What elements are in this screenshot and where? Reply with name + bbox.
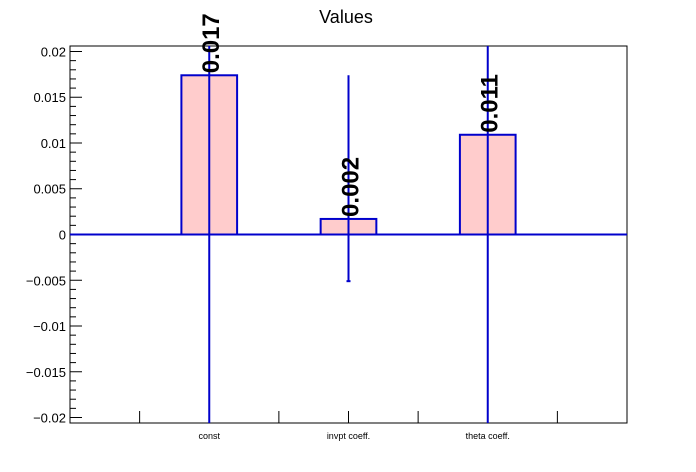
y-tick-label: 0.01: [41, 136, 66, 151]
x-category-label: const: [198, 431, 220, 441]
y-tick-label: −0.005: [26, 273, 66, 288]
bar-value-label: 0.017: [198, 13, 225, 73]
bar-value-label: 0.011: [477, 74, 504, 133]
y-tick-label: −0.01: [33, 319, 66, 334]
y-tick-label: 0.015: [33, 90, 66, 105]
y-tick-label: 0.02: [41, 44, 66, 59]
y-tick-label: −0.015: [26, 365, 66, 380]
bar-value-label: 0.002: [338, 157, 365, 217]
x-category-label: invpt coeff.: [327, 431, 370, 441]
y-tick-label: 0.005: [33, 182, 66, 197]
y-tick-label: 0: [59, 228, 66, 243]
y-tick-label: −0.02: [33, 411, 66, 426]
x-category-label: theta coeff.: [466, 431, 510, 441]
chart-title: Values: [319, 7, 373, 27]
